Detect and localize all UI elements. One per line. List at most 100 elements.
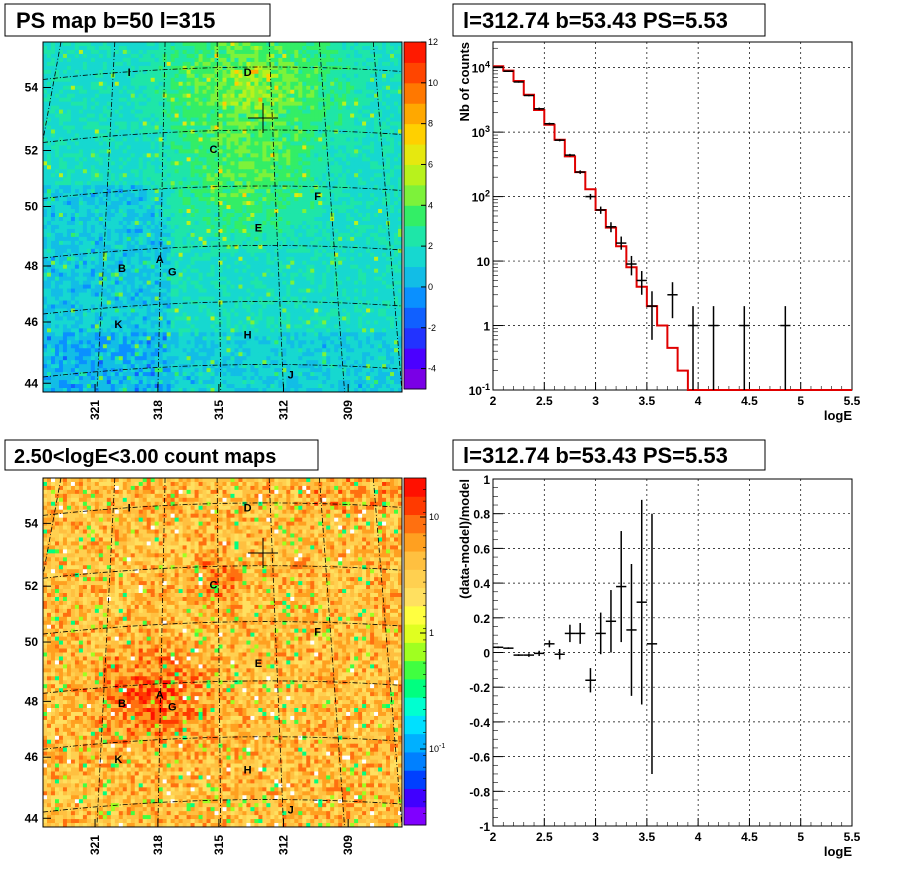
spectrum-title-box: l=312.74 b=53.43 PS=5.53	[452, 3, 766, 37]
map-y-tick-52: 52	[25, 579, 39, 593]
colorbar-swatch	[404, 103, 426, 125]
graticule-lon-line	[319, 42, 345, 392]
map-x-tick-309: 309	[341, 400, 355, 420]
residual-x-tick-2.5: 2.5	[536, 830, 553, 844]
residual-chart: 2 2.5 3 3.5 4 4.5 5 5.5 1 0.8 0.6 0.4 0.2 0 -0.2 -0.4 -0…	[457, 473, 861, 859]
spectrum-data-point	[667, 282, 678, 319]
residual-data-point	[523, 653, 535, 657]
source-label-K: K	[114, 754, 122, 766]
residual-y-tick--1: -1	[479, 820, 490, 834]
spectrum-x-tick-5: 5	[797, 394, 804, 408]
residual-data-point	[616, 531, 627, 643]
colorbar-swatch	[404, 164, 426, 186]
source-label-G: G	[168, 702, 177, 714]
spectrum-x-tick-4: 4	[695, 394, 702, 408]
spectrum-data-point	[687, 306, 699, 390]
ps-map-graticule	[43, 42, 402, 392]
graticule-lon-line	[372, 478, 402, 827]
source-label-D: D	[244, 503, 252, 515]
source-label-C: C	[210, 579, 218, 591]
colorbar-swatch	[404, 205, 426, 227]
spectrum-data-point	[564, 153, 576, 157]
residual-data-point	[646, 513, 658, 774]
spectrum-x-tick-2: 2	[490, 394, 497, 408]
source-label-D: D	[244, 67, 252, 79]
source-label-G: G	[168, 266, 177, 278]
colorbar-tick-label: 10-1	[429, 743, 445, 754]
residual-data-point	[636, 499, 647, 705]
graticule-lat-line	[43, 502, 402, 516]
colorbar-tick-label: 1	[429, 628, 434, 638]
colorbar-tick-label: 10	[429, 512, 439, 522]
colorbar-swatch	[404, 751, 426, 771]
colorbar-swatch	[404, 624, 426, 643]
residual-y-tick-0.8: 0.8	[473, 508, 490, 522]
colorbar-tick--4: -4	[428, 364, 436, 374]
residual-y-tick--0.4: -0.4	[469, 716, 490, 730]
ps-map-frame	[42, 41, 403, 393]
colorbar-swatch	[404, 733, 426, 753]
colorbar-swatch	[404, 715, 426, 735]
map-top-title-box: PS map b=50 l=315	[4, 3, 271, 37]
map-y-tick-44: 44	[25, 811, 39, 825]
residual-y-tick--0.2: -0.2	[469, 681, 490, 695]
colorbar-swatch	[404, 123, 426, 145]
ps-map-source-labels: I D C F E A B G K H J	[114, 67, 321, 382]
map-x-tick-309: 309	[341, 835, 355, 855]
ps-map-axes: 54 52 50 48 46 44 321 318 315 312 309	[25, 81, 356, 421]
residual-data-point	[605, 590, 617, 653]
source-label-F: F	[314, 191, 321, 203]
colorbar-swatch	[404, 82, 426, 104]
residual-y-tick--0.6: -0.6	[469, 751, 490, 765]
residual-data-point	[544, 640, 555, 648]
colorbar-swatch	[404, 551, 426, 570]
residual-y-tick-1: 1	[483, 473, 490, 487]
map-x-tick-312: 312	[277, 835, 291, 855]
colorbar-swatch	[404, 368, 426, 390]
colorbar-tick-8: 8	[428, 119, 433, 129]
colorbar-tick-6: 6	[428, 159, 433, 169]
spectrum-data-point	[605, 222, 617, 233]
count-map-graticule	[43, 478, 402, 827]
map-x-tick-315: 315	[212, 400, 226, 420]
colorbar-swatch	[404, 660, 426, 680]
residual-x-tick-3: 3	[592, 830, 599, 844]
colorbar-swatch	[404, 184, 426, 206]
spectrum-data-point	[595, 206, 606, 214]
spectrum-data-point	[626, 255, 637, 276]
map-bottom-title: 2.50<logE<3.00 count maps	[14, 446, 276, 468]
graticule-lat-line	[43, 301, 402, 315]
residual-y-label: (data-model)/model	[457, 479, 472, 599]
spectrum-data-point	[708, 306, 719, 390]
source-label-C: C	[210, 144, 218, 156]
spectrum-y-tick-label: 103	[472, 124, 490, 140]
map-y-tick-52: 52	[25, 144, 39, 158]
residual-y-tick-0.6: 0.6	[473, 542, 490, 556]
colorbar-swatch	[404, 225, 426, 247]
count-map: I D C F E A B G K H J 54 52 50 48 46 44 321 318 315 312 309	[25, 477, 403, 855]
spectrum-y-tick-label: 102	[472, 189, 490, 205]
graticule-lat-line	[43, 129, 402, 143]
spectrum-data-point	[585, 193, 596, 200]
colorbar-swatch	[404, 697, 426, 716]
colorbar-tick-4: 4	[428, 200, 433, 210]
colorbar-tick-0: 0	[428, 282, 433, 292]
source-label-J: J	[288, 805, 294, 817]
graticule-lat-line	[43, 621, 402, 635]
map-y-tick-54: 54	[25, 81, 39, 95]
spectrum-data-point	[739, 306, 750, 390]
graticule-lat-line	[43, 245, 402, 259]
map-x-tick-315: 315	[212, 835, 226, 855]
colorbar-swatch	[404, 514, 426, 534]
colorbar-tick--2: -2	[428, 323, 436, 333]
spectrum-frame	[492, 41, 853, 391]
graticule-lon-line	[216, 478, 222, 827]
spectrum-y-label: Nb of counts	[457, 42, 472, 121]
source-label-H: H	[244, 764, 252, 776]
source-label-F: F	[314, 627, 321, 639]
graticule-lon-line	[157, 478, 166, 827]
residual-y-tick--0.8: -0.8	[469, 785, 490, 799]
ps-map-colorbar: 12 10 8 6 4 2 0 -2 -4	[403, 37, 438, 390]
